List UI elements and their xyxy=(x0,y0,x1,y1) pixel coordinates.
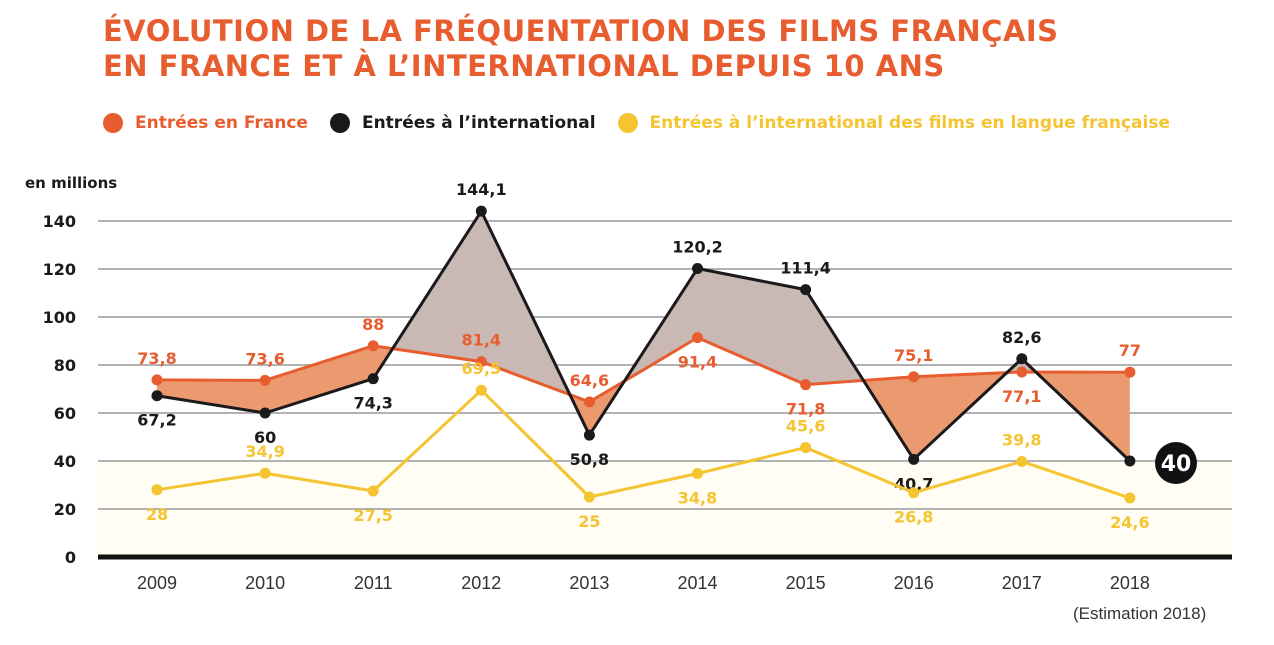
y-tick-label: 0 xyxy=(65,548,76,567)
data-label-langue: 34,8 xyxy=(678,488,717,507)
y-tick-label: 120 xyxy=(43,260,76,279)
y-tick-label: 80 xyxy=(54,356,76,375)
series-line-international xyxy=(156,209,1131,463)
legend-item-langue: Entrées à l’international des films en l… xyxy=(617,113,1171,133)
data-point-france xyxy=(367,340,379,352)
x-tick-label: 2014 xyxy=(677,573,717,593)
data-point-international xyxy=(800,284,812,296)
x-tick-label: 2015 xyxy=(786,573,826,593)
y-tick-label: 100 xyxy=(43,308,76,327)
series-line-langue xyxy=(156,388,1131,500)
legend-label: Entrées à l’international xyxy=(361,113,596,133)
data-label-international: 50,8 xyxy=(570,450,609,469)
estimation-note: (Estimation 2018) xyxy=(1073,604,1207,623)
data-label-international: 67,2 xyxy=(137,411,176,430)
data-point-france xyxy=(259,374,271,386)
data-label-langue: 34,9 xyxy=(245,442,284,461)
data-label-international: 144,1 xyxy=(456,180,507,199)
data-point-international xyxy=(908,453,920,465)
series-line-france xyxy=(156,336,1130,404)
data-label-france: 88 xyxy=(362,315,384,334)
data-label-france: 75,1 xyxy=(894,346,933,365)
data-label-france: 91,4 xyxy=(678,353,717,372)
legend-dot-icon xyxy=(617,113,638,133)
data-label-international: 74,3 xyxy=(353,394,392,413)
data-point-france xyxy=(583,396,595,408)
data-label-france: 77,1 xyxy=(1002,387,1041,406)
value-badge xyxy=(1155,442,1197,484)
data-label-france: 73,8 xyxy=(137,349,176,368)
data-point-france xyxy=(1124,366,1136,378)
data-point-langue xyxy=(583,491,595,503)
data-point-langue xyxy=(475,384,487,396)
data-label-international: 120,2 xyxy=(672,238,723,257)
data-point-international xyxy=(367,373,379,385)
data-point-international xyxy=(475,205,487,217)
data-label-langue: 28 xyxy=(146,505,168,524)
data-point-langue xyxy=(692,467,703,479)
data-point-international xyxy=(692,263,703,275)
data-label-france: 77 xyxy=(1119,341,1141,360)
data-point-langue xyxy=(908,487,920,499)
data-point-france xyxy=(1016,366,1028,378)
data-label-langue: 45,6 xyxy=(786,417,825,436)
data-label-langue: 24,6 xyxy=(1110,513,1149,532)
y-tick-label: 60 xyxy=(54,404,76,423)
x-tick-label: 2010 xyxy=(245,573,285,593)
data-label-france: 64,6 xyxy=(570,371,609,390)
legend-item-france: Entrées en France xyxy=(103,113,308,133)
data-label-langue: 25 xyxy=(578,512,600,531)
data-point-international xyxy=(1124,455,1136,467)
data-label-langue: 27,5 xyxy=(353,506,392,525)
data-point-france xyxy=(908,371,920,383)
x-tick-label: 2011 xyxy=(354,573,393,593)
y-tick-label: 140 xyxy=(43,212,76,231)
data-label-france: 71,8 xyxy=(786,400,825,419)
area-international-above-france xyxy=(157,211,1130,402)
data-point-international xyxy=(1016,353,1028,365)
legend-label: Entrées à l’international des films en l… xyxy=(649,113,1171,133)
x-tick-label: 2013 xyxy=(569,573,609,593)
data-point-langue xyxy=(800,442,812,454)
legend-label: Entrées en France xyxy=(135,113,308,133)
data-label-international: 40 xyxy=(1161,452,1192,477)
data-point-langue xyxy=(1124,492,1136,504)
x-tick-label: 2016 xyxy=(894,573,934,593)
data-point-france xyxy=(475,356,487,368)
legend-dot-icon xyxy=(103,113,123,133)
title-line-1: ÉVOLUTION DE LA FRÉQUENTATION DES FILMS … xyxy=(103,14,1059,48)
legend-dot-icon xyxy=(329,113,350,133)
y-tick-label: 40 xyxy=(54,452,76,471)
data-point-international xyxy=(151,390,163,402)
data-point-international xyxy=(259,407,271,419)
data-label-international: 82,6 xyxy=(1002,328,1041,347)
y-tick-label: 20 xyxy=(54,500,76,519)
data-point-international xyxy=(583,429,595,441)
data-label-france: 73,6 xyxy=(245,349,284,368)
chart-title: ÉVOLUTION DE LA FRÉQUENTATION DES FILMS … xyxy=(103,14,1059,84)
x-tick-label: 2012 xyxy=(461,573,501,593)
legend: Entrées en France Entrées à l’internatio… xyxy=(103,113,1170,133)
data-label-france: 81,4 xyxy=(462,331,501,350)
x-tick-label: 2018 xyxy=(1110,573,1150,593)
title-line-2: EN FRANCE ET À L’INTERNATIONAL DEPUIS 10… xyxy=(103,49,945,83)
area-france-above-international xyxy=(157,337,1130,461)
data-label-international: 111,4 xyxy=(780,259,831,278)
data-point-langue xyxy=(367,485,379,497)
x-tick-label: 2017 xyxy=(1002,573,1042,593)
y-axis-label: en millions xyxy=(25,174,117,192)
data-label-langue: 39,8 xyxy=(1002,430,1041,449)
data-point-langue xyxy=(1016,455,1028,467)
legend-item-international: Entrées à l’international xyxy=(329,113,596,133)
data-label-langue: 69,5 xyxy=(462,359,501,378)
data-point-langue xyxy=(151,484,163,496)
data-point-france xyxy=(800,379,812,391)
data-point-france xyxy=(692,332,703,344)
data-label-langue: 26,8 xyxy=(894,508,933,527)
data-point-france xyxy=(151,374,163,386)
data-point-langue xyxy=(259,467,271,479)
data-label-international: 60 xyxy=(254,428,276,447)
x-tick-label: 2009 xyxy=(137,573,177,593)
